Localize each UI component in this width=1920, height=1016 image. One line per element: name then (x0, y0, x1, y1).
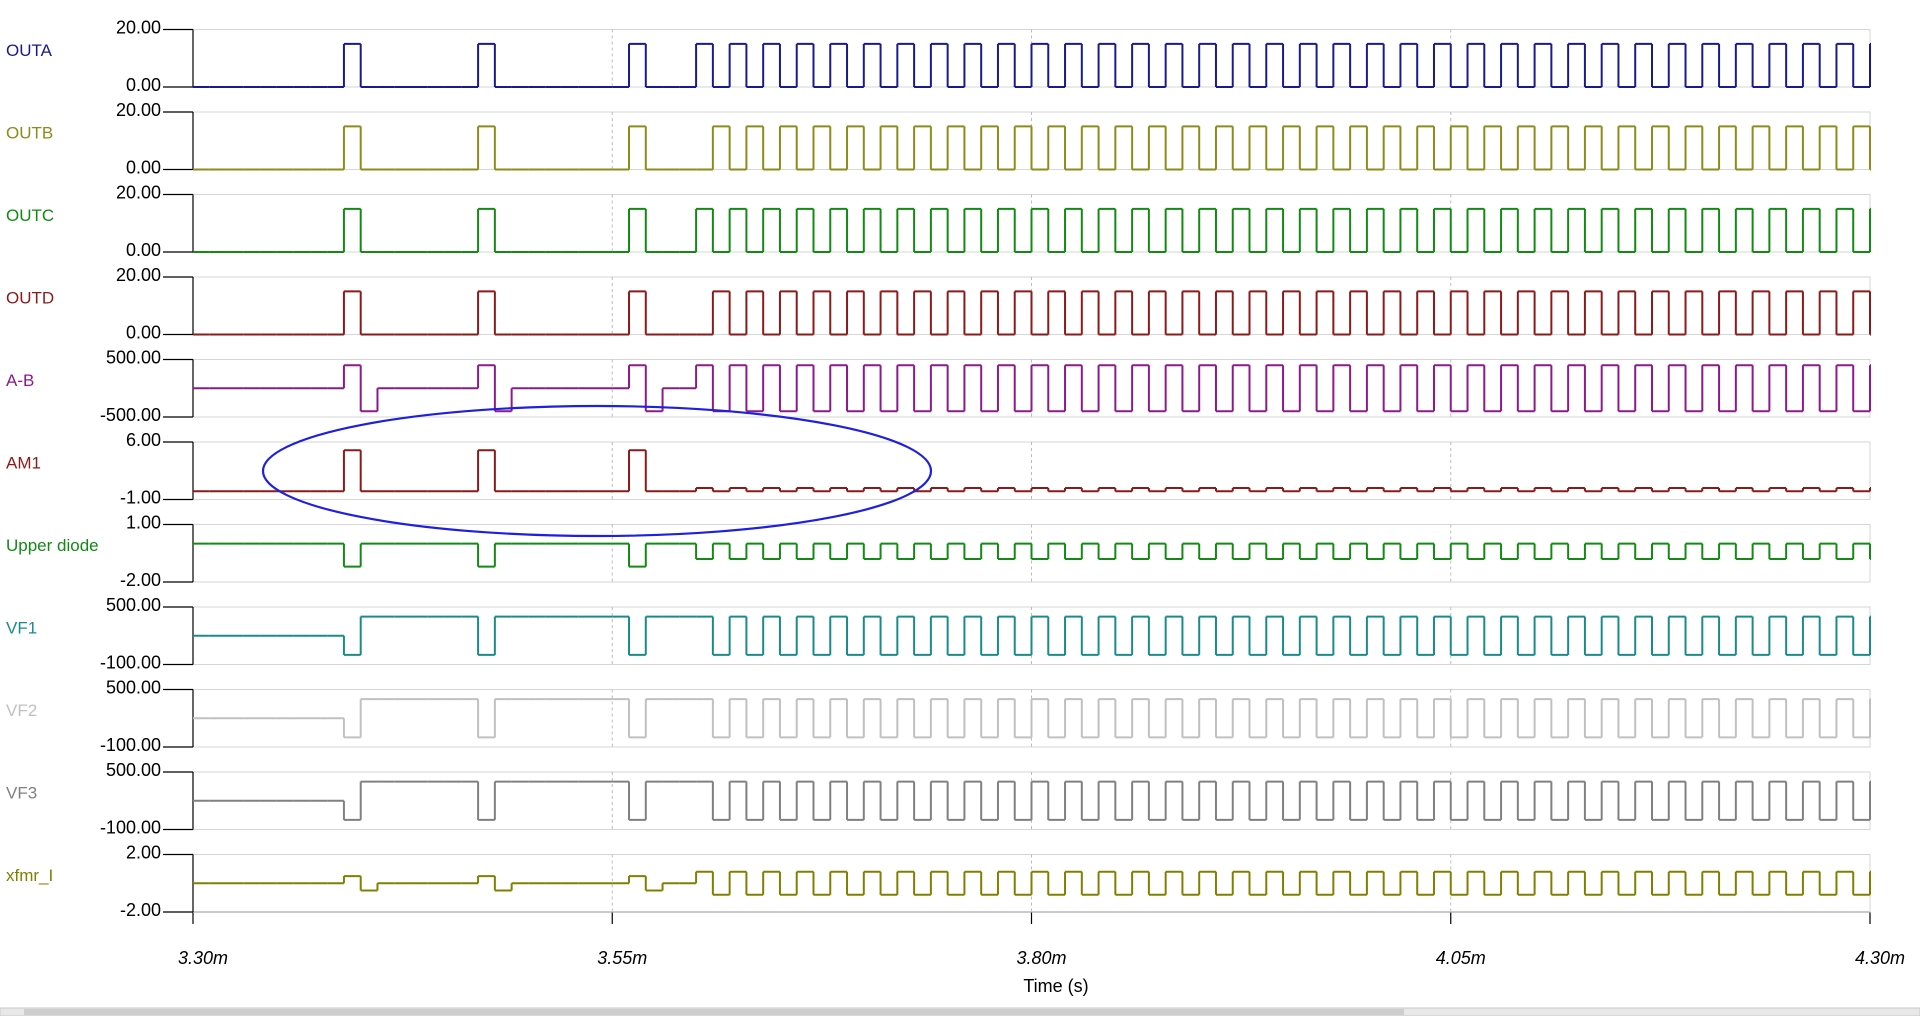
trace-name: OUTB (6, 123, 53, 142)
x-tick-label: 3.80m (1016, 948, 1066, 968)
y-tick-label: 6.00 (126, 430, 161, 450)
y-tick-label: 0.00 (126, 322, 161, 342)
y-tick-label: 1.00 (126, 512, 161, 532)
x-axis-label: Time (s) (1023, 976, 1088, 996)
y-tick-label: 500.00 (106, 760, 161, 780)
y-tick-label: -1.00 (120, 487, 161, 507)
y-tick-label: 0.00 (126, 240, 161, 260)
y-tick-label: 20.00 (116, 17, 161, 37)
y-tick-label: 0.00 (126, 75, 161, 95)
trace-name: OUTD (6, 288, 54, 307)
y-tick-label: -100.00 (100, 652, 161, 672)
trace-name: Upper diode (6, 536, 99, 555)
y-tick-label: -100.00 (100, 735, 161, 755)
x-tick-label: 4.30m (1855, 948, 1905, 968)
x-tick-label: 4.05m (1436, 948, 1486, 968)
plots: 3.30m 3.55m 3.80m 4.05m 4.30m 20.00 0.00 OUTA 20… (6, 17, 1905, 968)
highlight-ellipse (261, 404, 933, 538)
x-tick-label: 3.30m (178, 948, 228, 968)
trace-name: VF3 (6, 783, 37, 802)
y-tick-label: 20.00 (116, 182, 161, 202)
y-tick-label: 500.00 (106, 677, 161, 697)
trace-name: OUTA (6, 41, 53, 60)
y-tick-label: 20.00 (116, 100, 161, 120)
y-tick-label: 0.00 (126, 157, 161, 177)
y-tick-label: -2.00 (120, 900, 161, 920)
trace-name: AM1 (6, 453, 41, 472)
scrollbar-thumb[interactable] (24, 1009, 1404, 1015)
y-tick-label: 20.00 (116, 265, 161, 285)
trace-name: VF2 (6, 701, 37, 720)
y-tick-label: -500.00 (100, 405, 161, 425)
y-tick-label: 500.00 (106, 595, 161, 615)
trace-name: VF1 (6, 618, 37, 637)
y-tick-label: -100.00 (100, 817, 161, 837)
y-tick-label: 2.00 (126, 842, 161, 862)
y-tick-label: -2.00 (120, 570, 161, 590)
trace-name: xfmr_I (6, 866, 53, 885)
trace-name: OUTC (6, 206, 54, 225)
trace-name: A-B (6, 371, 34, 390)
y-tick-label: 500.00 (106, 347, 161, 367)
x-tick-label: 3.55m (597, 948, 647, 968)
